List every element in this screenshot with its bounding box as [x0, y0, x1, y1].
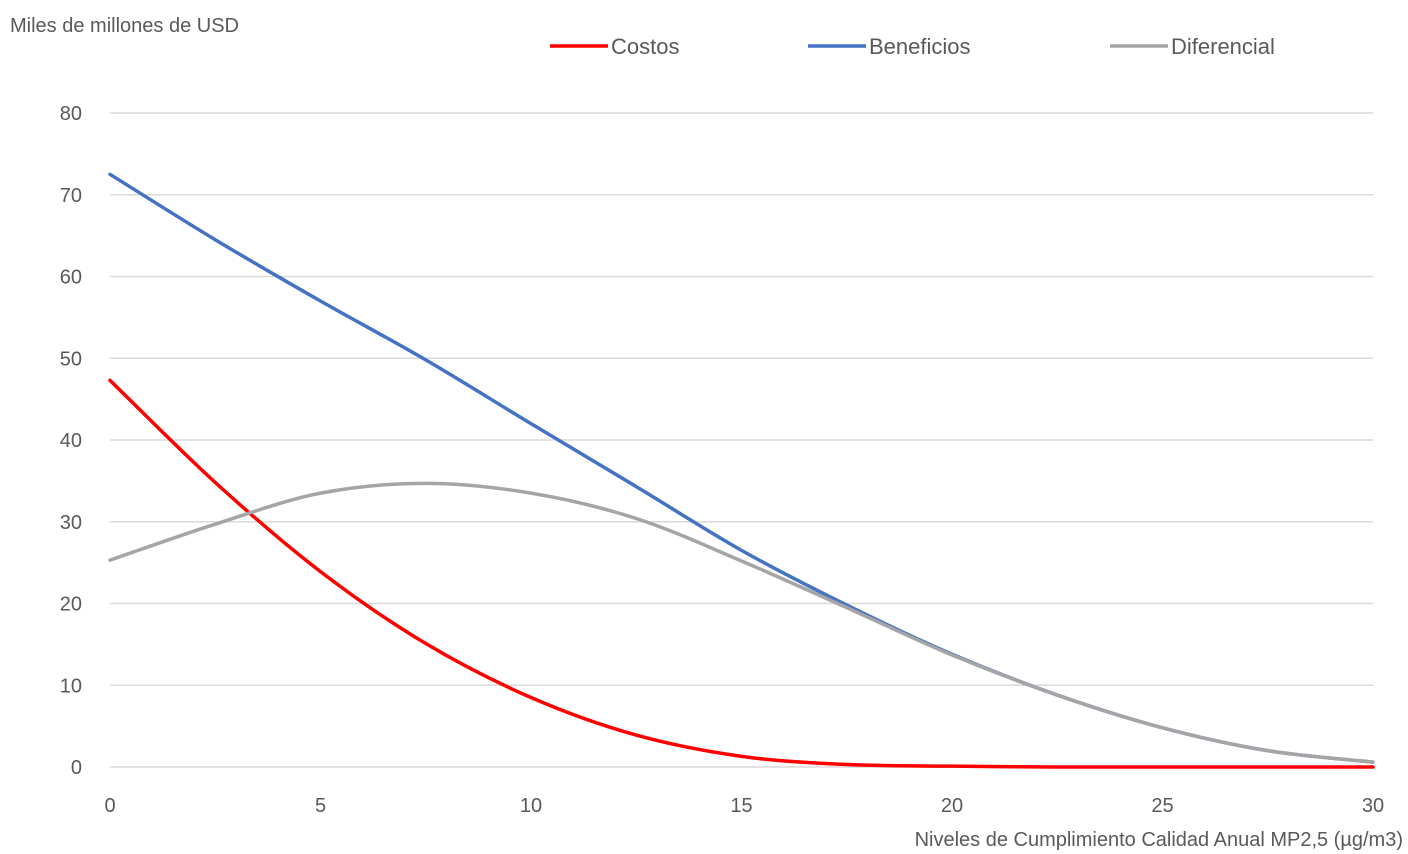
x-tick-label: 10 [520, 795, 542, 817]
y-tick-label: 30 [60, 512, 82, 534]
legend-label-costos: Costos [611, 34, 679, 59]
x-tick-label: 25 [1151, 795, 1173, 817]
y-axis: 0 10 20 30 40 50 60 70 80 [60, 103, 82, 779]
x-tick-label: 30 [1362, 795, 1384, 817]
x-tick-label: 20 [941, 795, 963, 817]
y-tick-label: 10 [60, 675, 82, 697]
gridlines [110, 112, 1373, 686]
y-axis-title: Miles de millones de USD [10, 15, 239, 37]
y-tick-label: 40 [60, 430, 82, 452]
legend-label-beneficios: Beneficios [869, 34, 971, 59]
y-tick-label: 20 [60, 594, 82, 616]
x-tick-label: 0 [104, 795, 115, 817]
y-tick-label: 50 [60, 348, 82, 370]
x-tick-label: 15 [730, 795, 752, 817]
series-line-beneficios [108, 172, 1375, 764]
y-tick-label: 0 [71, 757, 82, 779]
legend-label-diferencial: Diferencial [1171, 34, 1275, 59]
series-line-diferencial [108, 481, 1375, 764]
y-tick-label: 70 [60, 185, 82, 207]
x-tick-label: 5 [315, 795, 326, 817]
x-axis-title: Niveles de Cumplimiento Calidad Anual MP… [915, 829, 1403, 851]
legend: Costos Beneficios Diferencial [550, 34, 1275, 59]
series-line-costos [108, 378, 1375, 769]
x-axis: 0 5 10 15 20 25 30 [104, 795, 1384, 817]
y-tick-label: 80 [60, 103, 82, 125]
y-tick-label: 60 [60, 267, 82, 289]
plot-area [108, 172, 1375, 769]
